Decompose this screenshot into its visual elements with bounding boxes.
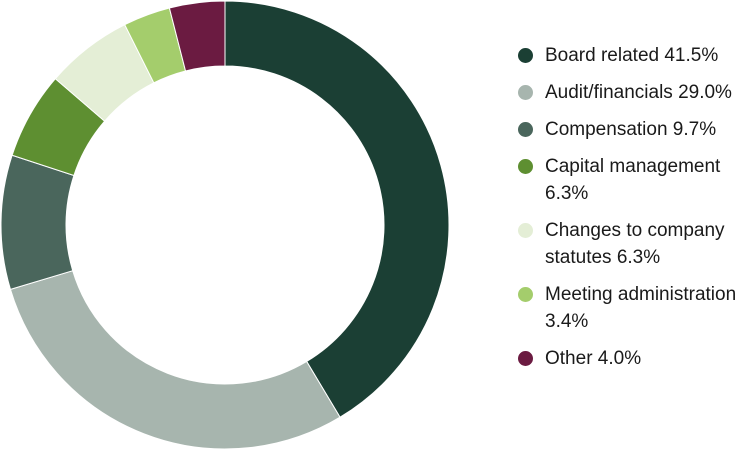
legend-dot-icon [518,223,533,238]
donut-slice-0 [224,0,450,418]
legend-item: Capital management 6.3% [515,153,750,207]
donut-chart [0,0,450,450]
legend-dot-icon [518,351,533,366]
legend-item: Changes to company statutes 6.3% [515,217,750,271]
legend-label: Capital management 6.3% [545,156,721,204]
legend-item: Board related 41.5% [515,42,750,69]
legend-item: Audit/financials 29.0% [515,79,750,106]
legend-label: Meeting administration 3.4% [545,284,737,332]
legend-item: Meeting administration 3.4% [515,281,750,335]
legend-label: Compensation 9.7% [545,119,717,140]
legend-dot-icon [518,159,533,174]
legend-label: Audit/financials 29.0% [545,82,732,103]
legend-dot-icon [518,85,533,100]
legend-label: Board related 41.5% [545,45,719,66]
donut-slice-2 [0,154,75,291]
legend-item: Other 4.0% [515,345,750,372]
legend: Board related 41.5% Audit/financials 29.0… [515,42,750,382]
legend-dot-icon [518,48,533,63]
legend-label: Changes to company statutes 6.3% [545,220,725,268]
donut-slice-1 [9,270,341,450]
legend-dot-icon [518,287,533,302]
legend-label: Other 4.0% [545,348,642,369]
donut-slice-6 [168,0,226,72]
legend-item: Compensation 9.7% [515,116,750,143]
legend-dot-icon [518,122,533,137]
